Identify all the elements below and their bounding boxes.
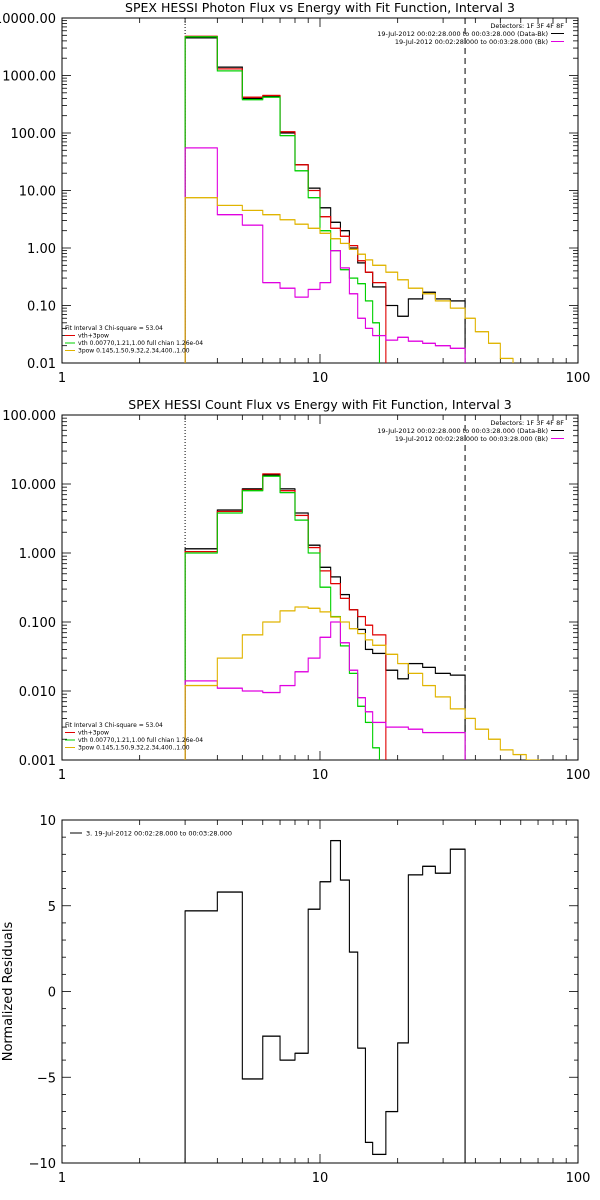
chart-title: SPEX HESSI Photon Flux vs Energy with Fi… bbox=[125, 0, 515, 15]
chart-title: SPEX HESSI Count Flux vs Energy with Fit… bbox=[128, 397, 511, 412]
legend-bottom-left: Fit Interval 3 Chi-square = 53.04vth+3po… bbox=[65, 722, 203, 752]
series-line bbox=[184, 621, 466, 760]
legend-entry: vth+3pow bbox=[78, 730, 109, 737]
x-tick-label: 100 bbox=[566, 1171, 591, 1186]
series-data-bk bbox=[184, 474, 466, 760]
y-tick-label: 0.10 bbox=[27, 300, 56, 315]
series-line bbox=[184, 606, 541, 760]
series-line bbox=[184, 840, 466, 1163]
x-tick-label: 100 bbox=[566, 371, 591, 386]
legend-data-bk: 19-Jul-2012 00:02:28.000 to 00:03:28.000… bbox=[377, 30, 548, 38]
series-residuals bbox=[184, 839, 466, 1163]
series-line bbox=[184, 475, 381, 760]
series-line bbox=[184, 36, 381, 363]
y-tick-label: 0 bbox=[48, 986, 56, 1001]
series-bk bbox=[184, 147, 466, 363]
x-tick-label: 1 bbox=[58, 768, 66, 783]
legend-entry: vth 0.00770,1.21,1.00 full chian 1.26e-0… bbox=[78, 340, 203, 347]
legend-bottom-left: Fit Interval 3 Chi-square = 53.04vth+3po… bbox=[65, 325, 203, 355]
y-tick-label: 0.01 bbox=[27, 357, 56, 372]
residuals-panel: 1 10 100 10 5 0 −5 −10 Normalized Residuals 3. 19… bbox=[1, 814, 590, 1186]
y-tick-label: 1000.00 bbox=[2, 70, 56, 85]
x-tick-label: 100 bbox=[566, 768, 591, 783]
series-vth-3pow bbox=[184, 473, 387, 760]
y-tick-label: −10 bbox=[29, 1157, 56, 1172]
y-tick-label: −5 bbox=[37, 1071, 56, 1086]
y-tick-label: 1.00 bbox=[27, 242, 56, 257]
y-tick-label: 10.00 bbox=[19, 185, 56, 200]
plot-area bbox=[184, 839, 466, 1163]
series-line bbox=[184, 197, 514, 363]
series-3pow bbox=[184, 606, 541, 760]
y-tick-label: 100.000 bbox=[2, 409, 56, 424]
series-line bbox=[184, 474, 466, 760]
plot-area bbox=[184, 473, 541, 760]
legend-bk: 19-Jul-2012 00:02:28.000 to 00:03:28.000… bbox=[395, 435, 548, 443]
legend-bk: 19-Jul-2012 00:02:28.000 to 00:03:28.000… bbox=[395, 38, 548, 46]
series-line bbox=[184, 473, 387, 760]
legend-fit-info: Fit Interval 3 Chi-square = 53.04 bbox=[65, 722, 163, 729]
y-tick-label: 1.000 bbox=[19, 547, 56, 562]
legend-fit-info: Fit Interval 3 Chi-square = 53.04 bbox=[65, 325, 163, 332]
y-tick-label: 10 bbox=[39, 814, 56, 829]
series-line bbox=[184, 35, 387, 363]
y-tick-label: 0.001 bbox=[19, 754, 56, 769]
y-tick-label: 100.00 bbox=[11, 127, 57, 142]
y-tick-label: 10000.00 bbox=[0, 12, 56, 27]
series-vth-3pow bbox=[184, 35, 387, 363]
series-3pow bbox=[184, 197, 514, 363]
legend-data-bk: 19-Jul-2012 00:02:28.000 to 00:03:28.000… bbox=[377, 427, 548, 435]
series-line bbox=[184, 147, 466, 363]
plot-area bbox=[184, 35, 514, 363]
series-bk bbox=[184, 621, 466, 760]
series-vth bbox=[184, 36, 381, 363]
y-axis-label: Normalized Residuals bbox=[1, 922, 16, 1062]
legend-entry: vth+3pow bbox=[78, 333, 109, 340]
series-data-bk bbox=[184, 37, 466, 363]
legend-detectors: Detectors: 1F 3F 4F 8F bbox=[490, 22, 564, 30]
legend-entry: 3pow 0.145,1.50,9.32,2.34,400.,1.00 bbox=[78, 745, 190, 752]
legend-residuals: 3. 19-Jul-2012 00:02:28.000 to 00:03:28.… bbox=[86, 830, 232, 838]
x-tick-label: 10 bbox=[312, 768, 329, 783]
legend-entry: 3pow 0.145,1.50,9.32,2.34,400.,1.00 bbox=[78, 348, 190, 355]
series-line bbox=[184, 37, 466, 363]
y-tick-label: 0.010 bbox=[19, 685, 56, 700]
x-tick-label: 10 bbox=[312, 371, 329, 386]
legend-entry: vth 0.00770,1.21,1.00 full chian 1.26e-0… bbox=[78, 737, 203, 744]
x-tick-label: 1 bbox=[58, 371, 66, 386]
x-tick-label: 1 bbox=[58, 1171, 66, 1186]
y-tick-label: 10.000 bbox=[11, 478, 57, 493]
plot-frame bbox=[61, 819, 579, 1164]
series-vth bbox=[184, 475, 381, 760]
x-tick-label: 10 bbox=[312, 1171, 329, 1186]
legend-top-left: 3. 19-Jul-2012 00:02:28.000 to 00:03:28.… bbox=[70, 830, 232, 838]
y-tick-label: 0.100 bbox=[19, 616, 56, 631]
count-flux-panel: SPEX HESSI Count Flux vs Energy with Fit… bbox=[2, 397, 590, 783]
y-tick-label: 5 bbox=[48, 900, 56, 915]
photon-flux-panel: SPEX HESSI Photon Flux vs Energy with Fi… bbox=[0, 0, 590, 386]
legend-detectors: Detectors: 1F 3F 4F 8F bbox=[490, 419, 564, 427]
